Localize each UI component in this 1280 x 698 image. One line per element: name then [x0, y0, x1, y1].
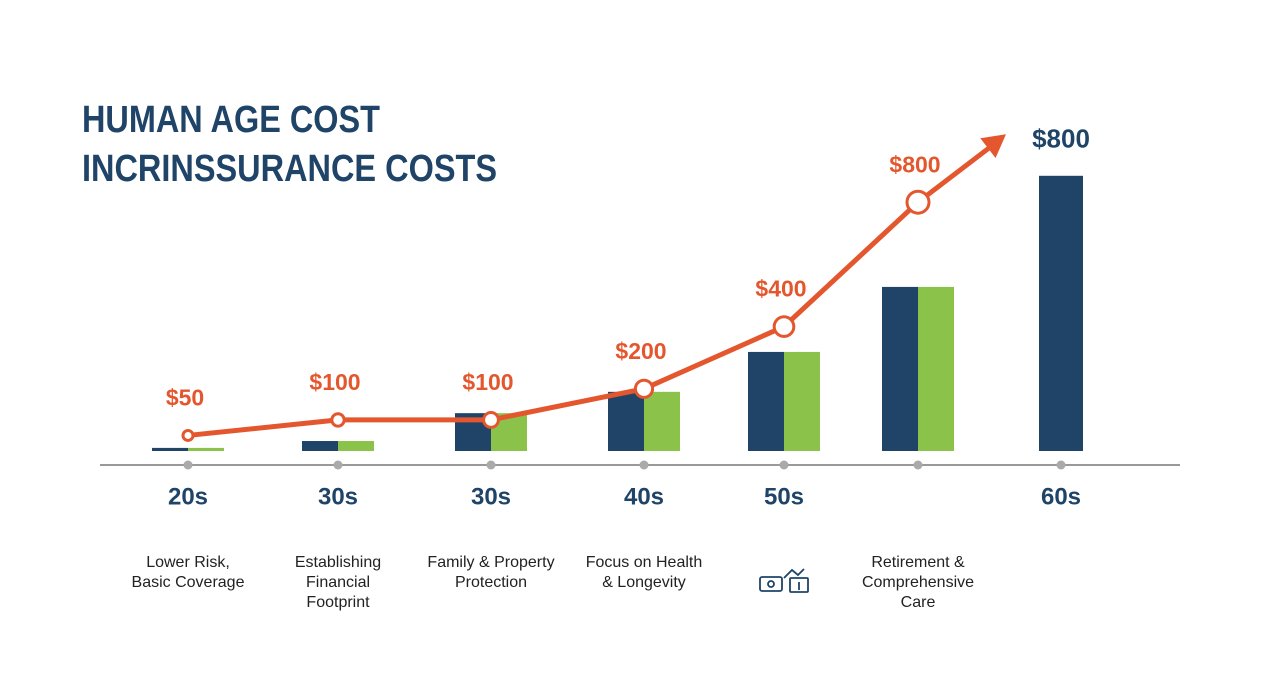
x-tick-label: 50s: [764, 483, 804, 510]
axis-dot: [913, 460, 923, 470]
bar: [918, 286, 954, 451]
line-point: [482, 411, 500, 429]
description: Comprehensive: [862, 574, 974, 591]
arrow-head: [980, 134, 1006, 159]
description: Financial: [306, 574, 370, 591]
bar: [748, 351, 784, 451]
x-tick-label: 60s: [1041, 483, 1081, 510]
chart-title: HUMAN AGE COST: [82, 99, 380, 141]
description: Protection: [455, 574, 527, 591]
bar: [1039, 175, 1083, 452]
axis-dot: [1056, 460, 1066, 470]
description: Retirement &: [871, 554, 965, 571]
line-point: [905, 189, 931, 215]
description: Establishing: [295, 554, 381, 571]
line-point: [330, 412, 346, 428]
value-label: $200: [615, 338, 666, 364]
axis-dot: [183, 460, 193, 470]
bar: [338, 441, 374, 451]
axis-dot: [333, 460, 343, 470]
value-label: $100: [309, 369, 360, 395]
description: Basic Coverage: [132, 574, 245, 591]
line: [187, 200, 920, 438]
description: & Longevity: [602, 574, 686, 591]
description: Family & Property: [427, 554, 554, 571]
arrow-shaft: [916, 142, 996, 205]
axis-dot: [779, 460, 789, 470]
value-label: $800: [889, 151, 940, 177]
description: Focus on Health: [586, 554, 703, 571]
chart-title: INCRINSSURANCE COSTS: [82, 148, 497, 190]
axis-dot: [486, 460, 496, 470]
description: Care: [901, 594, 936, 611]
description: Footprint: [306, 594, 370, 611]
x-tick-label: 20s: [168, 483, 208, 510]
bar: [152, 447, 188, 451]
x-tick-label: 30s: [318, 483, 358, 510]
bar: [784, 351, 820, 451]
bar: [882, 286, 918, 451]
icon: [759, 568, 809, 593]
value-label: $100: [462, 369, 513, 395]
bar: [302, 441, 338, 451]
axis-dot: [639, 460, 649, 470]
bar-value-label: $800: [1032, 124, 1090, 154]
value-label: $400: [755, 276, 806, 302]
bar: [188, 447, 224, 451]
line-point: [772, 315, 796, 338]
bar: [608, 391, 644, 451]
bar: [644, 391, 680, 451]
x-tick-label: 40s: [624, 483, 664, 510]
description: Lower Risk,: [146, 554, 230, 571]
value-label: $50: [166, 385, 204, 411]
x-tick-label: 30s: [471, 483, 511, 510]
line-point: [181, 428, 195, 442]
line-point: [633, 378, 655, 399]
